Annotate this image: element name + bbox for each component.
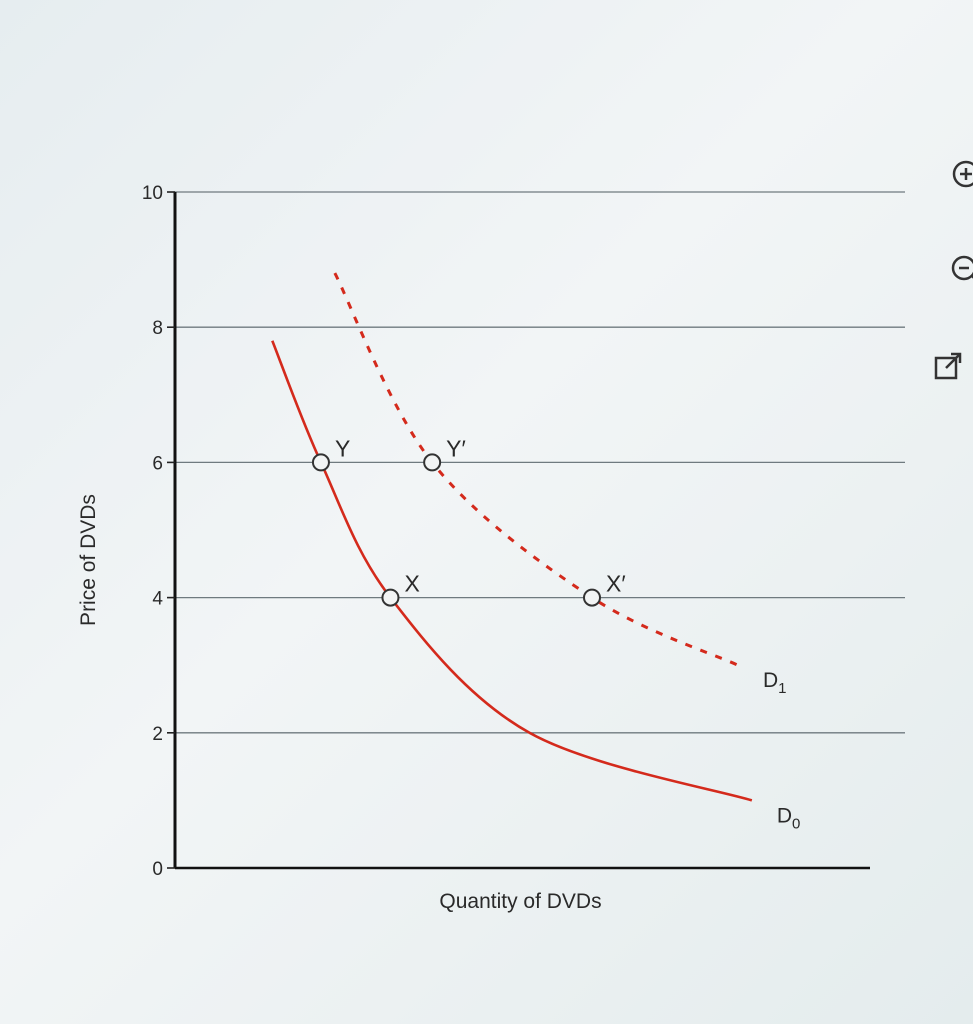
point-x-prime (583, 588, 601, 607)
point-y-prime (423, 453, 442, 472)
zoom-out-icon (951, 255, 973, 281)
demand-curve-d0 (271, 340, 753, 802)
demand-curves: D0 D1 (271, 272, 801, 832)
y-tick-label: 2 (152, 724, 163, 745)
point-label: X′ (606, 571, 626, 597)
zoom-in-button[interactable] (944, 152, 973, 196)
gridlines (175, 191, 905, 734)
open-in-new-window-button[interactable] (926, 344, 970, 388)
point-x (381, 588, 400, 607)
point-y (311, 453, 330, 472)
y-axis-label: Price of DVDs (77, 494, 100, 626)
points: Y X Y′ X′ (311, 435, 626, 607)
point-label: Y′ (446, 435, 466, 461)
open-in-new-window-icon (934, 352, 962, 380)
zoom-out-button[interactable] (942, 246, 973, 290)
y-ticks: 0 2 4 6 8 10 (142, 183, 175, 880)
zoom-in-icon (952, 160, 973, 188)
y-tick-label: 10 (142, 183, 163, 204)
y-tick-label: 4 (152, 589, 163, 610)
demand-curve-d1 (333, 272, 739, 667)
y-tick-label: 8 (152, 318, 163, 339)
point-label: X (404, 571, 419, 597)
series-label-d1: D1 (763, 669, 787, 697)
y-tick-label: 6 (152, 453, 163, 474)
series-label-d0: D0 (777, 804, 801, 832)
x-axis-label: Quantity of DVDs (439, 890, 601, 913)
point-label: Y (335, 435, 350, 461)
y-tick-label: 0 (152, 859, 163, 880)
